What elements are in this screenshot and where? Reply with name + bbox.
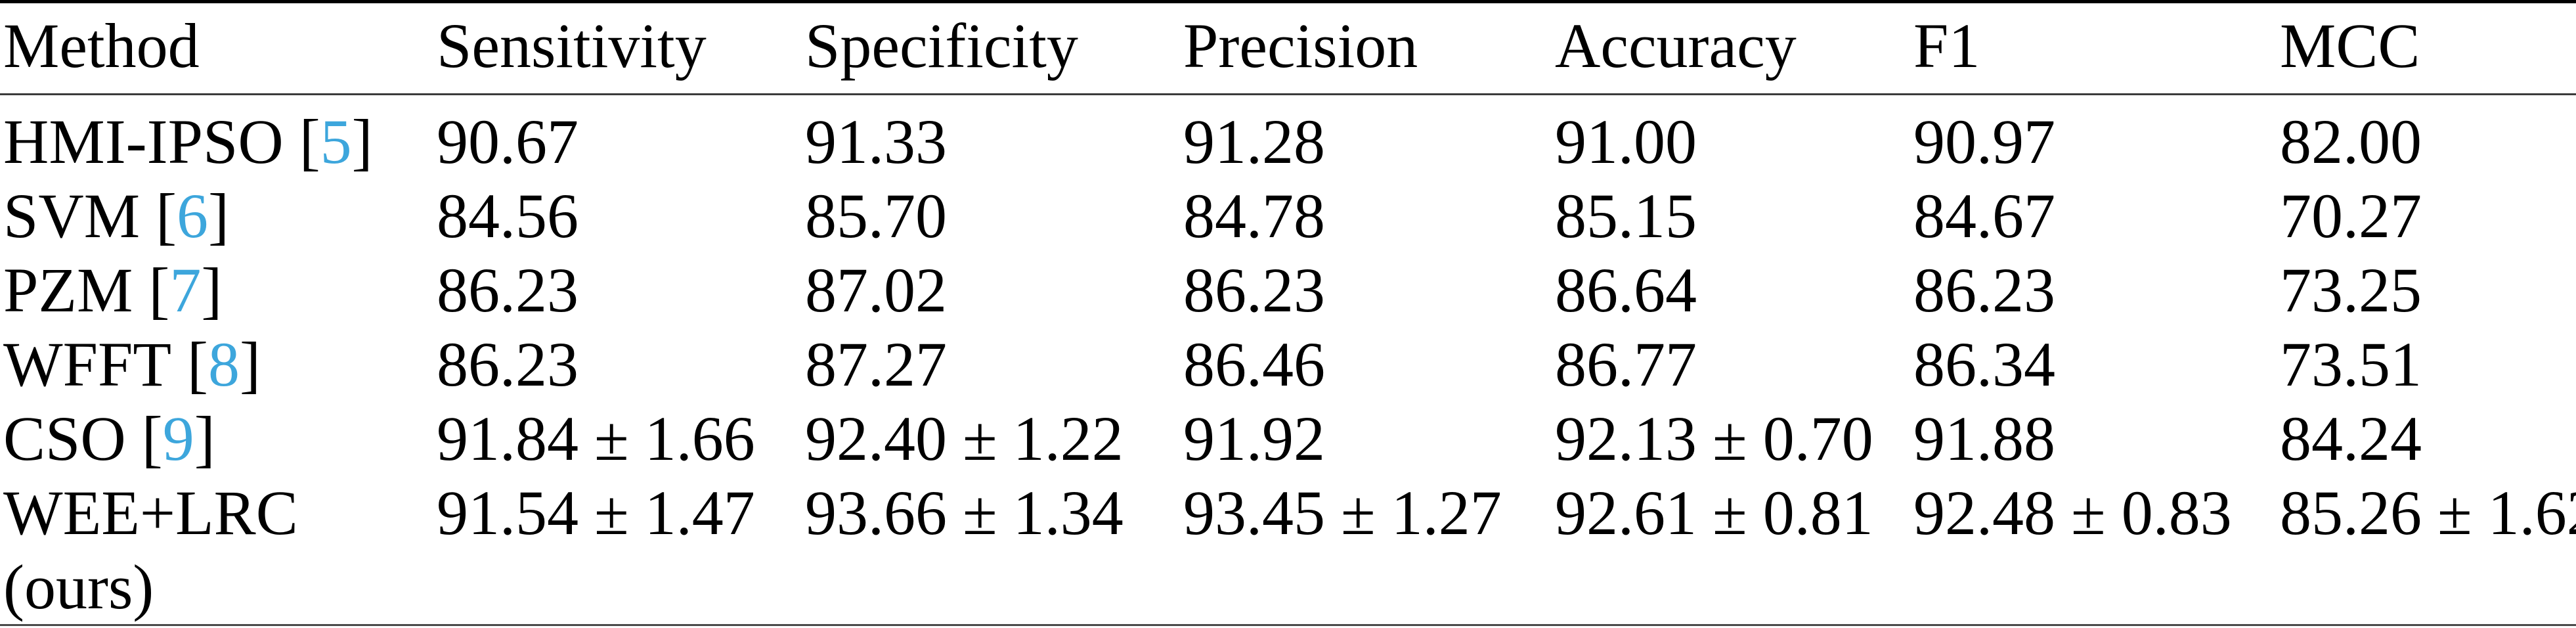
citation-close-bracket: ] [194,403,215,474]
value-cell: 85.26 ± 1.62 [2280,478,2576,548]
citation-open-bracket: [ [187,329,208,399]
citation: [9] [142,403,215,474]
value-cell: 86.46 [1183,329,1325,399]
value-cell: 91.92 [1183,403,1325,474]
value-cell: 91.33 [805,106,947,177]
header-cell-specificity: Specificity [802,1,1180,95]
value-cell: 90.67 [437,106,579,177]
citation-open-bracket: [ [299,106,320,177]
value-cell: 84.67 [1913,181,2055,251]
citation: [8] [187,329,261,399]
header-cell-accuracy: Accuracy [1552,1,1910,95]
value-cell: 85.70 [805,181,947,251]
citation-link[interactable]: 5 [320,106,352,177]
citation-open-bracket: [ [156,181,177,251]
citation-link[interactable]: 7 [169,255,202,325]
value-cell: 87.27 [805,329,947,399]
header-cell-sensitivity: Sensitivity [433,1,802,95]
value-cell: 93.45 ± 1.27 [1183,478,1502,548]
citation-close-bracket: ] [201,255,223,325]
value-cell: 86.23 [1183,255,1325,325]
citation-close-bracket: ] [240,329,261,399]
citation-open-bracket: [ [148,255,170,325]
value-cell: 91.54 ± 1.47 [437,478,755,548]
table-row: CSO [9] 91.84 ± 1.66 92.40 ± 1.22 91.92 9… [0,401,2576,476]
citation-link[interactable]: 6 [177,181,209,251]
value-cell: 87.02 [805,255,947,325]
citation: [5] [299,106,373,177]
table-row: WEE+LRC (ours) 91.54 ± 1.47 93.66 ± 1.34… [0,476,2576,625]
method-name-line2: (ours) [3,552,154,622]
citation: [6] [156,181,229,251]
value-cell: 86.23 [437,255,579,325]
value-cell: 91.84 ± 1.66 [437,403,755,474]
value-cell: 91.88 [1913,403,2055,474]
table-row: HMI-IPSO [5] 90.67 91.33 91.28 91.00 90.9… [0,95,2576,179]
header-cell-mcc: MCC [2277,1,2576,95]
method-name: HMI-IPSO [3,106,284,177]
method-name: SVM [3,181,141,251]
value-cell: 86.34 [1913,329,2055,399]
method-cell: WEE+LRC (ours) [0,476,433,625]
value-cell: 84.56 [437,181,579,251]
value-cell: 90.97 [1913,106,2055,177]
value-cell: 84.24 [2280,403,2422,474]
method-cell: WFFT [8] [0,327,433,401]
value-cell: 91.28 [1183,106,1325,177]
table-row: PZM [7] 86.23 87.02 86.23 86.64 86.23 73.… [0,253,2576,327]
value-cell: 86.77 [1555,329,1697,399]
table-row: WFFT [8] 86.23 87.27 86.46 86.77 86.34 73… [0,327,2576,401]
method-name: PZM [3,255,133,325]
method-cell: PZM [7] [0,253,433,327]
value-cell: 92.48 ± 0.83 [1913,478,2232,548]
method-cell: CSO [9] [0,401,433,476]
method-cell: HMI-IPSO [5] [0,95,433,179]
citation-open-bracket: [ [141,403,163,474]
header-cell-method: Method [0,1,433,95]
value-cell: 86.23 [437,329,579,399]
citation-link[interactable]: 8 [208,329,240,399]
value-cell: 91.00 [1555,106,1697,177]
method-name: WEE+LRC [3,478,298,548]
method-name: CSO [3,403,126,474]
method-cell: SVM [6] [0,179,433,253]
value-cell: 92.40 ± 1.22 [805,403,1124,474]
header-cell-precision: Precision [1180,1,1552,95]
value-cell: 73.51 [2280,329,2422,399]
value-cell: 92.13 ± 0.70 [1555,403,1873,474]
citation-close-bracket: ] [208,181,230,251]
value-cell: 86.64 [1555,255,1697,325]
citation: [7] [148,255,222,325]
header-cell-f1: F1 [1910,1,2277,95]
value-cell: 84.78 [1183,181,1325,251]
value-cell: 86.23 [1913,255,2055,325]
header-row: Method Sensitivity Specificity Precision… [0,1,2576,95]
value-cell: 93.66 ± 1.34 [805,478,1124,548]
method-name: WFFT [3,329,172,399]
table-row: SVM [6] 84.56 85.70 84.78 85.15 84.67 70.… [0,179,2576,253]
value-cell: 92.61 ± 0.81 [1555,478,1873,548]
value-cell: 82.00 [2280,106,2422,177]
value-cell: 70.27 [2280,181,2422,251]
citation-link[interactable]: 9 [162,403,194,474]
value-cell: 85.15 [1555,181,1697,251]
citation-close-bracket: ] [351,106,373,177]
value-cell: 73.25 [2280,255,2422,325]
